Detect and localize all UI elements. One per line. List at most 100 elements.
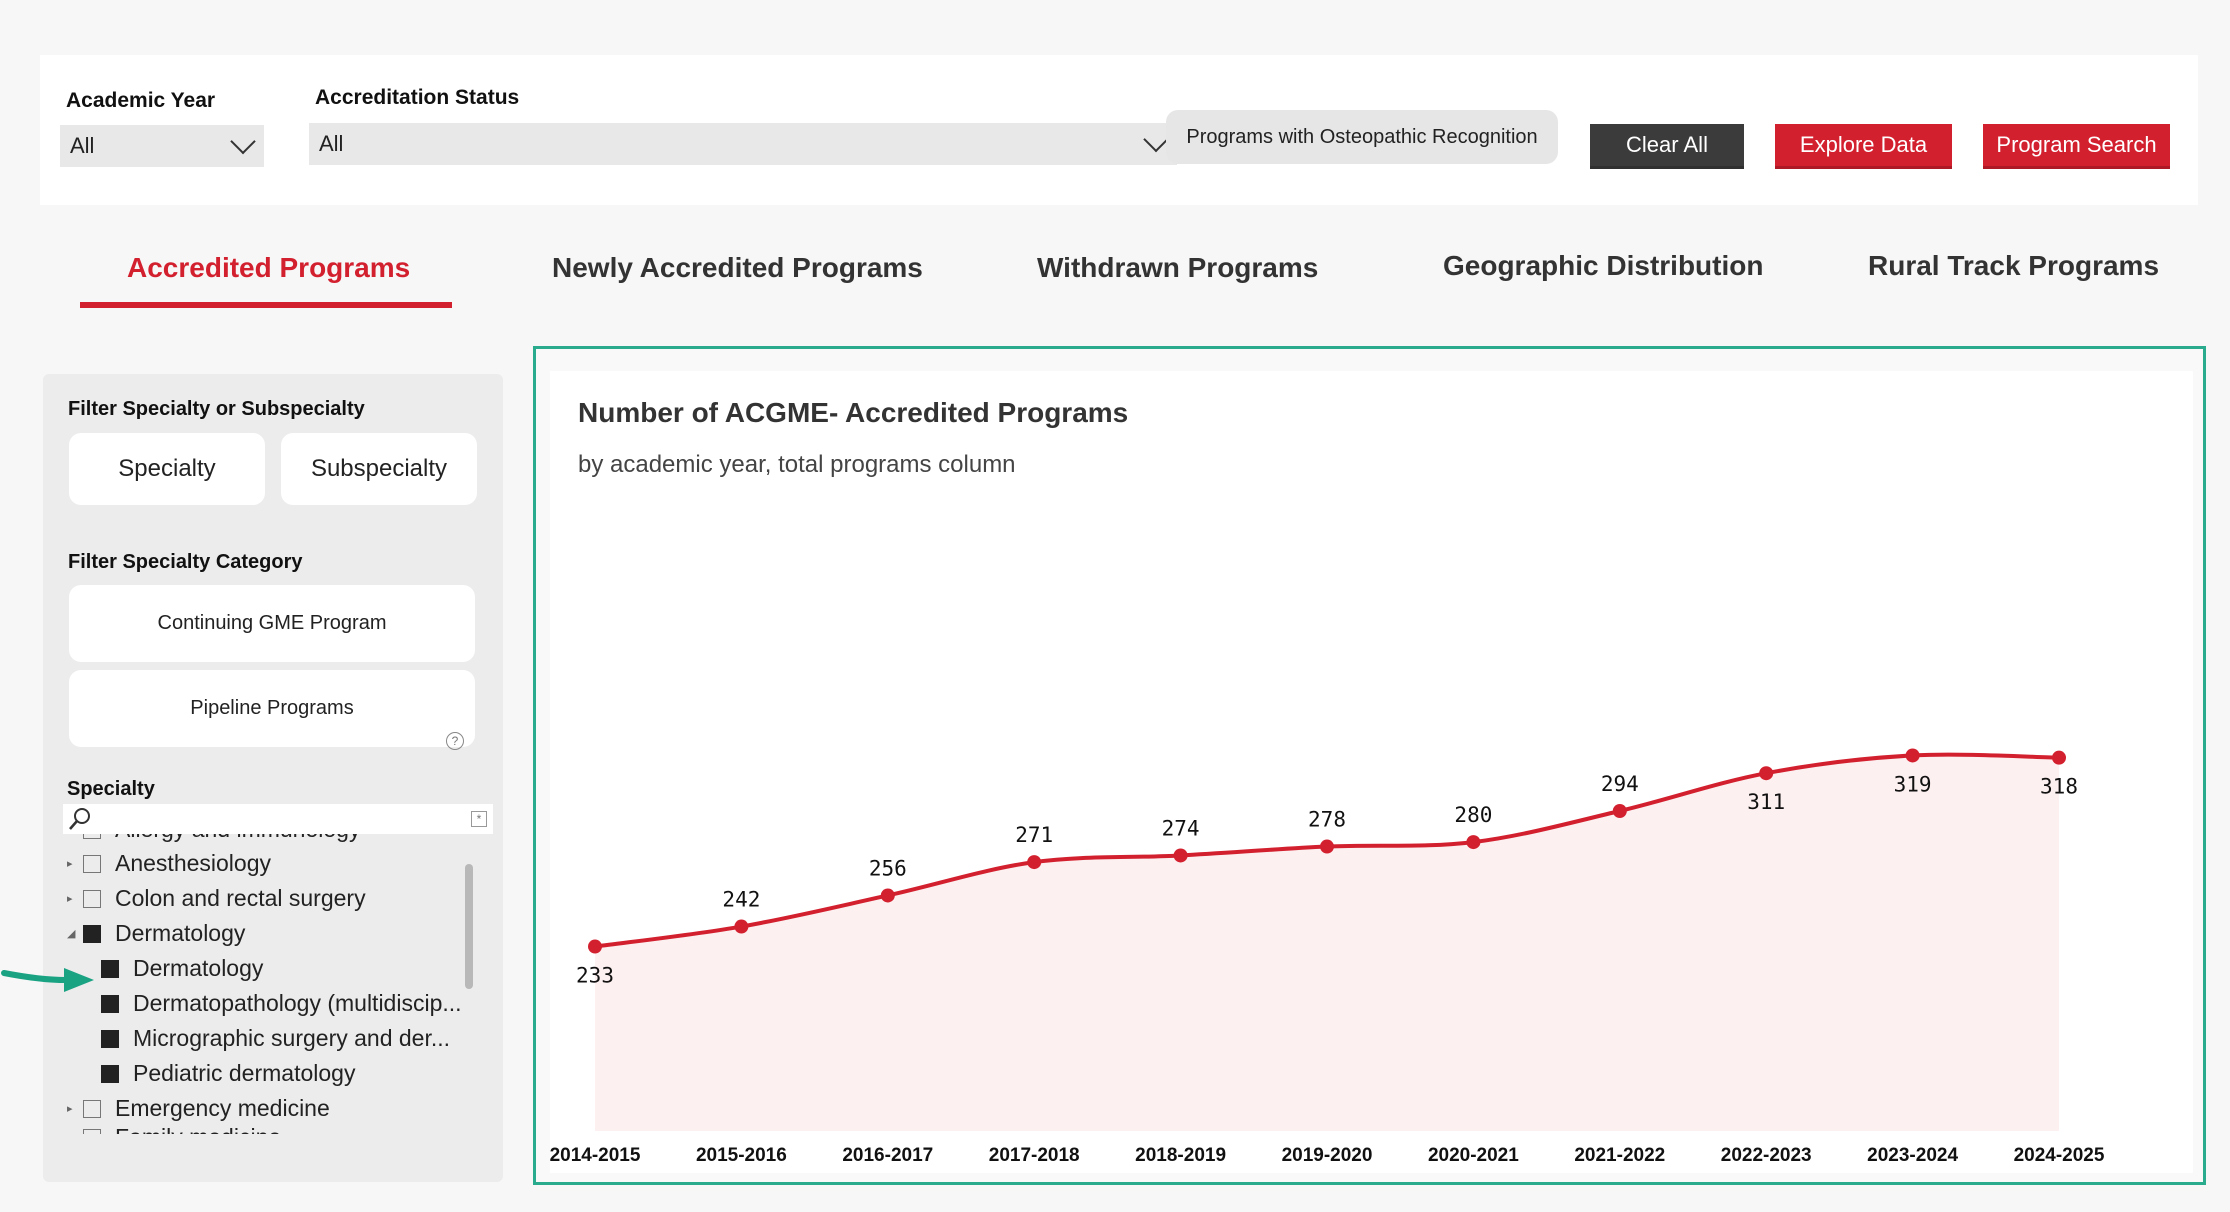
- chart-frame: Number of ACGME- Accredited Programs by …: [533, 346, 2206, 1185]
- data-label: 256: [869, 856, 907, 880]
- tree-item[interactable]: ◢ Dermatology: [67, 920, 245, 947]
- x-tick-label: 2021-2022: [1574, 1145, 1665, 1166]
- collapse-arrow-icon[interactable]: ◢: [67, 928, 76, 940]
- subspecialty-button[interactable]: Subspecialty: [281, 433, 477, 505]
- search-icon: [69, 808, 90, 830]
- tree-item[interactable]: ▸ Emergency medicine: [67, 1095, 330, 1122]
- data-point[interactable]: [588, 939, 602, 954]
- data-label: 274: [1162, 816, 1200, 840]
- filter-category-label: Filter Specialty Category: [68, 551, 303, 573]
- tree-item-label: Anesthesiology: [115, 850, 271, 876]
- expand-arrow-icon[interactable]: ▸: [67, 858, 73, 870]
- data-point[interactable]: [2052, 750, 2066, 765]
- chart-subtitle: by academic year, total programs column: [578, 451, 1016, 478]
- clear-search-icon[interactable]: *: [471, 811, 487, 827]
- checkbox[interactable]: [83, 889, 101, 908]
- program-search-button[interactable]: Program Search: [1983, 124, 2170, 169]
- expand-arrow-icon[interactable]: ▸: [67, 1131, 83, 1134]
- x-tick-label: 2022-2023: [1721, 1145, 1812, 1166]
- clear-all-button[interactable]: Clear All: [1590, 124, 1744, 169]
- checkbox-checked[interactable]: [101, 1029, 119, 1048]
- data-label: 319: [1894, 772, 1932, 796]
- expand-arrow-icon[interactable]: ▸: [67, 834, 83, 836]
- x-tick-label: 2016-2017: [842, 1145, 933, 1166]
- x-tick-label: 2018-2019: [1135, 1145, 1226, 1166]
- checkbox[interactable]: [83, 854, 101, 873]
- tree-item[interactable]: ▸ Allergy and immunology: [67, 834, 360, 843]
- continuing-gme-button[interactable]: Continuing GME Program: [69, 585, 475, 662]
- x-tick-label: 2014-2015: [550, 1145, 641, 1166]
- tree-item-label: Micrographic surgery and der...: [133, 1025, 451, 1051]
- chart-title: Number of ACGME- Accredited Programs: [578, 397, 1129, 428]
- accreditation-status-dropdown[interactable]: All: [309, 123, 1177, 165]
- tree-scrollbar[interactable]: [465, 864, 473, 989]
- data-point[interactable]: [1027, 855, 1042, 870]
- tree-item-label: Colon and rectal surgery: [115, 885, 366, 911]
- chevron-down-icon: [1143, 126, 1169, 153]
- tree-item[interactable]: Dermatology: [101, 955, 263, 982]
- checkbox[interactable]: [83, 1099, 101, 1118]
- data-label: 233: [576, 964, 614, 988]
- tree-item[interactable]: ▸ Family medicine: [67, 1124, 281, 1134]
- tree-item[interactable]: Pediatric dermatology: [101, 1060, 355, 1087]
- checkbox-checked[interactable]: [101, 994, 119, 1013]
- data-point[interactable]: [1759, 766, 1774, 781]
- checkbox-checked[interactable]: [83, 924, 101, 943]
- tab-accredited-programs[interactable]: Accredited Programs: [127, 252, 411, 283]
- data-label: 278: [1308, 808, 1346, 832]
- tree-item[interactable]: Dermatopathology (multidiscip...: [101, 990, 462, 1017]
- data-label: 242: [722, 888, 760, 912]
- tree-item[interactable]: ▸ Anesthesiology: [67, 850, 271, 877]
- data-label: 294: [1601, 772, 1639, 796]
- academic-year-dropdown[interactable]: All: [60, 125, 264, 167]
- accreditation-status-value: All: [319, 131, 344, 156]
- tree-item-label: Emergency medicine: [115, 1095, 330, 1121]
- x-tick-label: 2017-2018: [989, 1145, 1080, 1166]
- chart-card: Number of ACGME- Accredited Programs by …: [550, 371, 2193, 1173]
- data-point[interactable]: [734, 919, 749, 934]
- data-label: 280: [1454, 803, 1492, 827]
- data-point[interactable]: [1905, 748, 1920, 763]
- checkbox-checked[interactable]: [101, 959, 119, 978]
- data-label: 311: [1747, 790, 1785, 814]
- specialty-button[interactable]: Specialty: [69, 433, 265, 505]
- specialty-search-input[interactable]: *: [63, 804, 493, 834]
- data-point[interactable]: [1320, 839, 1334, 854]
- help-icon[interactable]: ?: [446, 732, 464, 750]
- tree-item-label: Pediatric dermatology: [133, 1060, 356, 1086]
- pipeline-programs-button[interactable]: Pipeline Programs: [69, 670, 475, 747]
- data-point[interactable]: [880, 888, 895, 903]
- x-tick-label: 2019-2020: [1282, 1145, 1373, 1166]
- tab-geographic-distribution[interactable]: Geographic Distribution: [1443, 250, 1764, 281]
- tree-item-label: Dermatology: [115, 920, 246, 946]
- tab-withdrawn-programs[interactable]: Withdrawn Programs: [1037, 252, 1319, 283]
- expand-arrow-icon[interactable]: ▸: [67, 893, 73, 905]
- x-tick-label: 2015-2016: [696, 1145, 787, 1166]
- specialty-list-label: Specialty: [67, 778, 155, 800]
- tree-item-label: Family medicine: [115, 1124, 281, 1134]
- data-point[interactable]: [1612, 804, 1627, 818]
- osteopathic-recognition-button[interactable]: Programs with Osteopathic Recognition: [1166, 110, 1558, 164]
- explore-data-button[interactable]: Explore Data: [1775, 124, 1952, 169]
- checkbox[interactable]: [83, 834, 101, 839]
- filter-specialty-label: Filter Specialty or Subspecialty: [68, 398, 365, 420]
- left-filter-panel: Filter Specialty or Subspecialty Special…: [43, 374, 503, 1182]
- line-area-chart: 233 2014-2015 242 2015-2016 256 2016-2017 271 2…: [550, 748, 2105, 1166]
- checkbox[interactable]: [83, 1128, 101, 1134]
- data-point[interactable]: [1173, 848, 1188, 863]
- tree-item[interactable]: Micrographic surgery and der...: [101, 1025, 450, 1052]
- tab-newly-accredited-programs[interactable]: Newly Accredited Programs: [552, 252, 923, 283]
- accreditation-status-label: Accreditation Status: [315, 86, 520, 109]
- academic-year-value: All: [70, 133, 95, 158]
- tab-rural-track-programs[interactable]: Rural Track Programs: [1868, 250, 2160, 281]
- tree-item-label: Dermatology: [133, 955, 264, 981]
- data-point[interactable]: [1466, 835, 1481, 850]
- area-fill: [595, 754, 2059, 1131]
- x-tick-label: 2023-2024: [1867, 1145, 1958, 1166]
- expand-arrow-icon[interactable]: ▸: [67, 1103, 73, 1115]
- checkbox-checked[interactable]: [101, 1064, 119, 1083]
- tree-item-label: Dermatopathology (multidiscip...: [133, 990, 462, 1016]
- tree-item-label: Allergy and immunology: [115, 834, 360, 843]
- active-tab-underline: [80, 302, 452, 308]
- tree-item[interactable]: ▸ Colon and rectal surgery: [67, 885, 366, 912]
